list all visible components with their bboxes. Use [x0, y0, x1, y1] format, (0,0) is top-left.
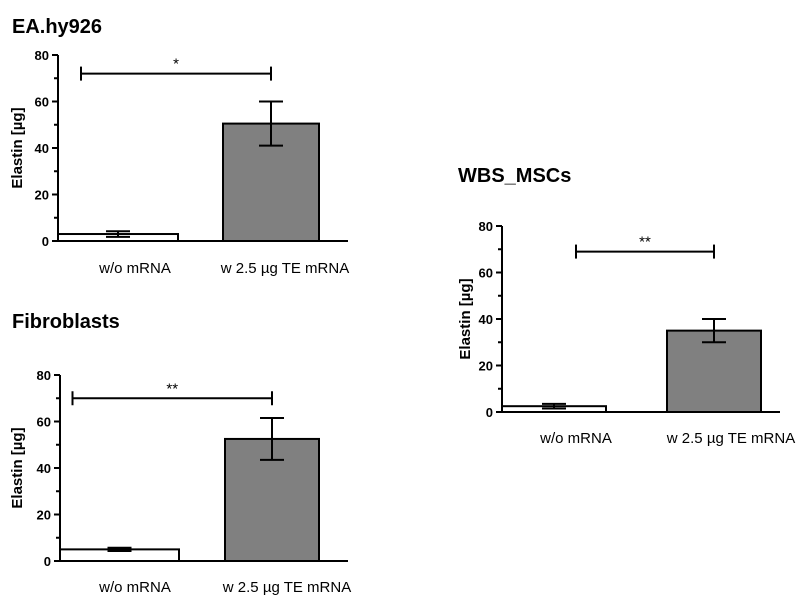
significance-label: *: [173, 56, 179, 73]
y-axis-label: Elastin [µg]: [9, 107, 26, 188]
y-tick-label: 40: [35, 141, 49, 156]
significance-label: **: [639, 234, 651, 251]
chart-3: WBS_MSCs Elastin [µg] 0 20 40 60 80 w/o mRNA w 2…: [457, 165, 795, 447]
y-tick-label: 0: [44, 554, 51, 569]
error-bar: [260, 417, 284, 461]
significance-bracket: [575, 244, 715, 259]
y-axis-label: Elastin [µg]: [9, 427, 26, 508]
chart-title: Fibroblasts: [12, 311, 120, 333]
y-tick-label: 80: [35, 48, 49, 63]
significance-bracket: [71, 391, 273, 406]
significance-label: **: [166, 380, 178, 397]
y-tick-label: 60: [35, 95, 49, 110]
y-tick-label: 60: [37, 415, 51, 430]
x-category-label: w 2.5 µg TE mRNA: [666, 430, 795, 447]
bar: [222, 122, 320, 242]
x-category-label: w 2.5 µg TE mRNA: [222, 579, 351, 596]
y-tick-label: 80: [37, 368, 51, 383]
significance-bracket: [80, 66, 272, 81]
y-axis-label: Elastin [µg]: [457, 278, 474, 359]
y-tick-label: 0: [486, 405, 493, 420]
chart-1: EA.hy926 Elastin [µg] 0 20 40 60 80 w/o mRNA w 2…: [9, 16, 349, 277]
error-bar: [259, 100, 283, 147]
chart-2: Fibroblasts Elastin [µg] 0 20 40 60 80 w/o mRNA…: [9, 311, 351, 596]
error-bar: [106, 230, 130, 238]
chart-title: EA.hy926: [12, 16, 102, 38]
x-category-label: w/o mRNA: [98, 579, 171, 596]
y-tick-label: 40: [479, 312, 493, 327]
x-category-label: w 2.5 µg TE mRNA: [220, 260, 349, 277]
y-tick-label: 20: [479, 359, 493, 374]
y-tick-label: 80: [479, 219, 493, 234]
y-tick-label: 0: [42, 234, 49, 249]
error-bar: [542, 402, 566, 410]
y-tick-label: 40: [37, 461, 51, 476]
y-tick-label: 20: [35, 188, 49, 203]
error-bar: [107, 546, 132, 553]
y-tick-label: 60: [479, 266, 493, 281]
chart-title: WBS_MSCs: [458, 165, 571, 187]
y-tick-label: 20: [37, 508, 51, 523]
error-bar: [702, 318, 726, 344]
x-category-label: w/o mRNA: [98, 260, 171, 277]
x-category-label: w/o mRNA: [539, 430, 612, 447]
